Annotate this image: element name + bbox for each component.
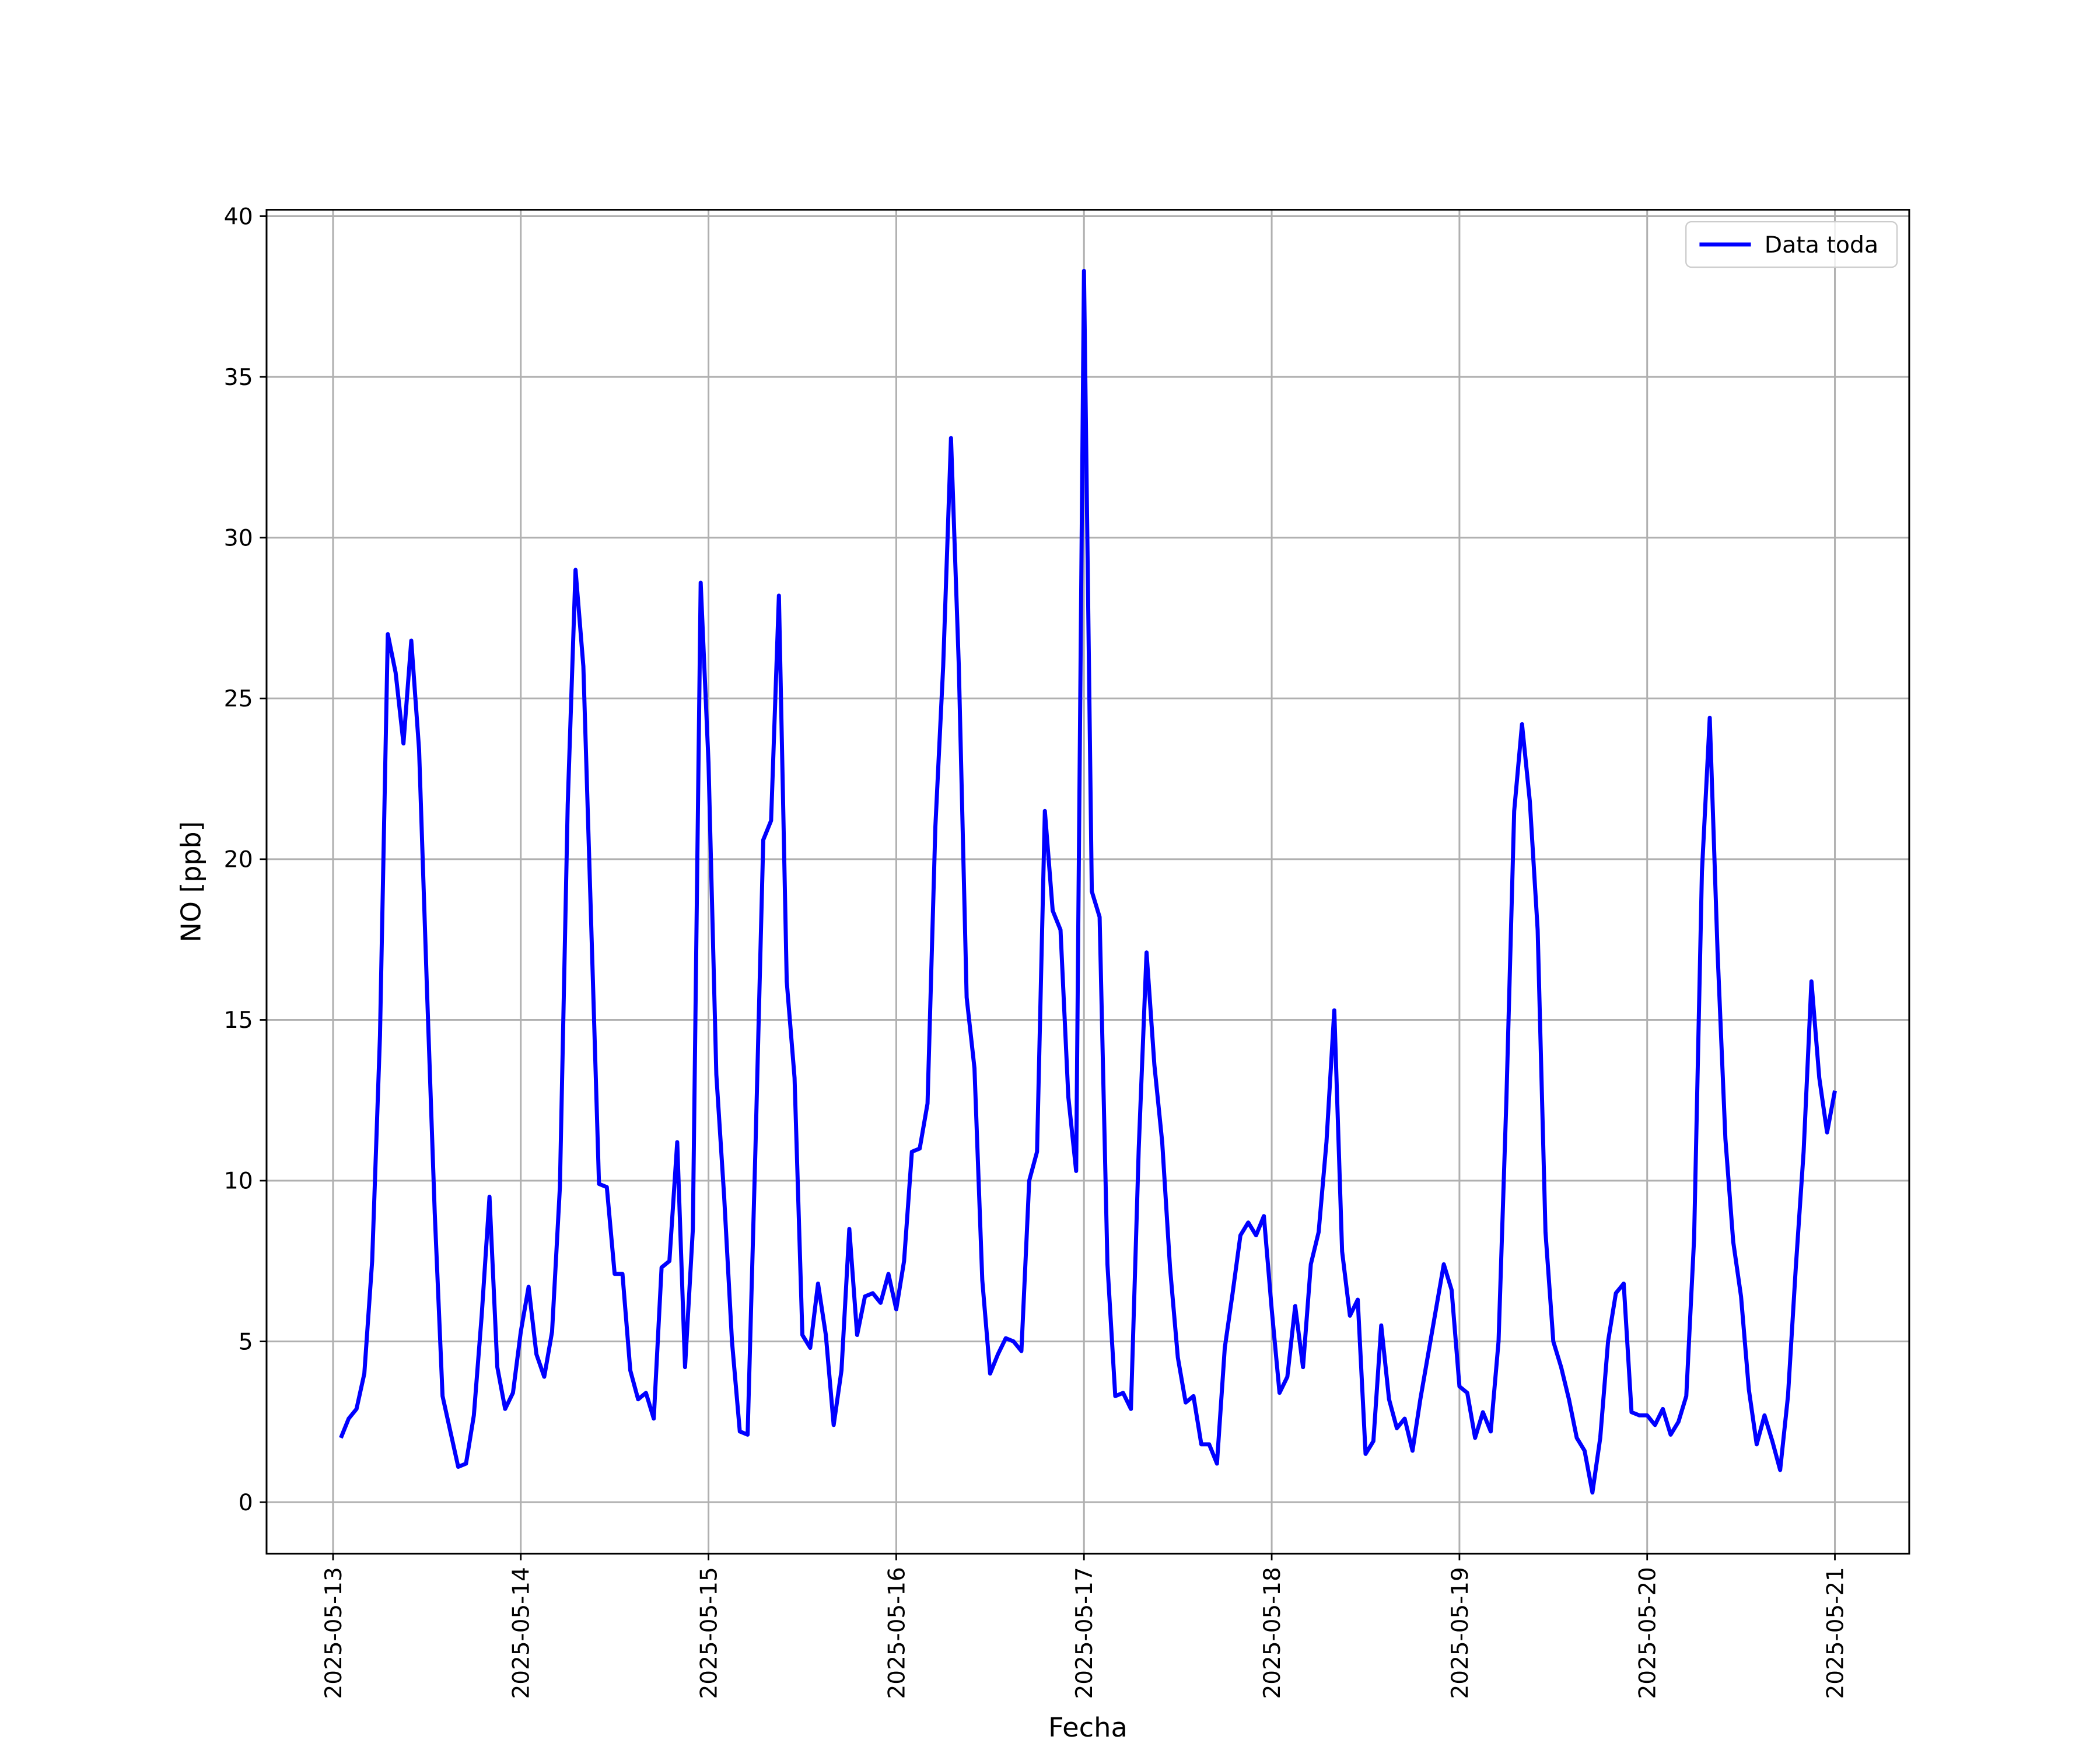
legend: Data toda xyxy=(1685,221,1898,268)
data-line xyxy=(339,268,1837,1495)
x-tick-label: 2025-05-19 xyxy=(1447,1567,1474,1699)
x-axis-label: Fecha xyxy=(1048,1712,1128,1743)
y-tick-label: 35 xyxy=(224,365,253,391)
y-tick-label: 10 xyxy=(224,1168,253,1195)
y-tick-label: 5 xyxy=(239,1329,253,1356)
x-tick-label: 2025-05-21 xyxy=(1822,1567,1849,1699)
y-tick-label: 25 xyxy=(224,686,253,712)
x-tick-label: 2025-05-15 xyxy=(696,1567,722,1699)
x-tick-label: 2025-05-13 xyxy=(321,1567,347,1699)
legend-box xyxy=(1685,221,1898,268)
y-axis-label: NO [ppb] xyxy=(175,821,206,943)
legend-label: Data toda xyxy=(1765,232,1878,258)
y-tick-label: 40 xyxy=(224,204,253,230)
plot xyxy=(339,268,1837,1495)
x-tick-label: 2025-05-14 xyxy=(508,1567,534,1699)
x-tick-label: 2025-05-20 xyxy=(1634,1567,1661,1699)
y-tick-label: 30 xyxy=(224,526,253,552)
x-tick-label: 2025-05-16 xyxy=(884,1567,910,1699)
x-tick-label: 2025-05-17 xyxy=(1072,1567,1098,1699)
y-tick-label: 20 xyxy=(224,847,253,873)
y-tick-label: 15 xyxy=(224,1007,253,1034)
axes-frame xyxy=(265,209,1910,1555)
x-tick-label: 2025-05-18 xyxy=(1259,1567,1286,1699)
ticks: 0 5 10 15 20 25 30 35 40 2025-05-13 2025-05-14 2025… xyxy=(224,204,1849,1699)
y-tick-label: 0 xyxy=(239,1490,253,1516)
